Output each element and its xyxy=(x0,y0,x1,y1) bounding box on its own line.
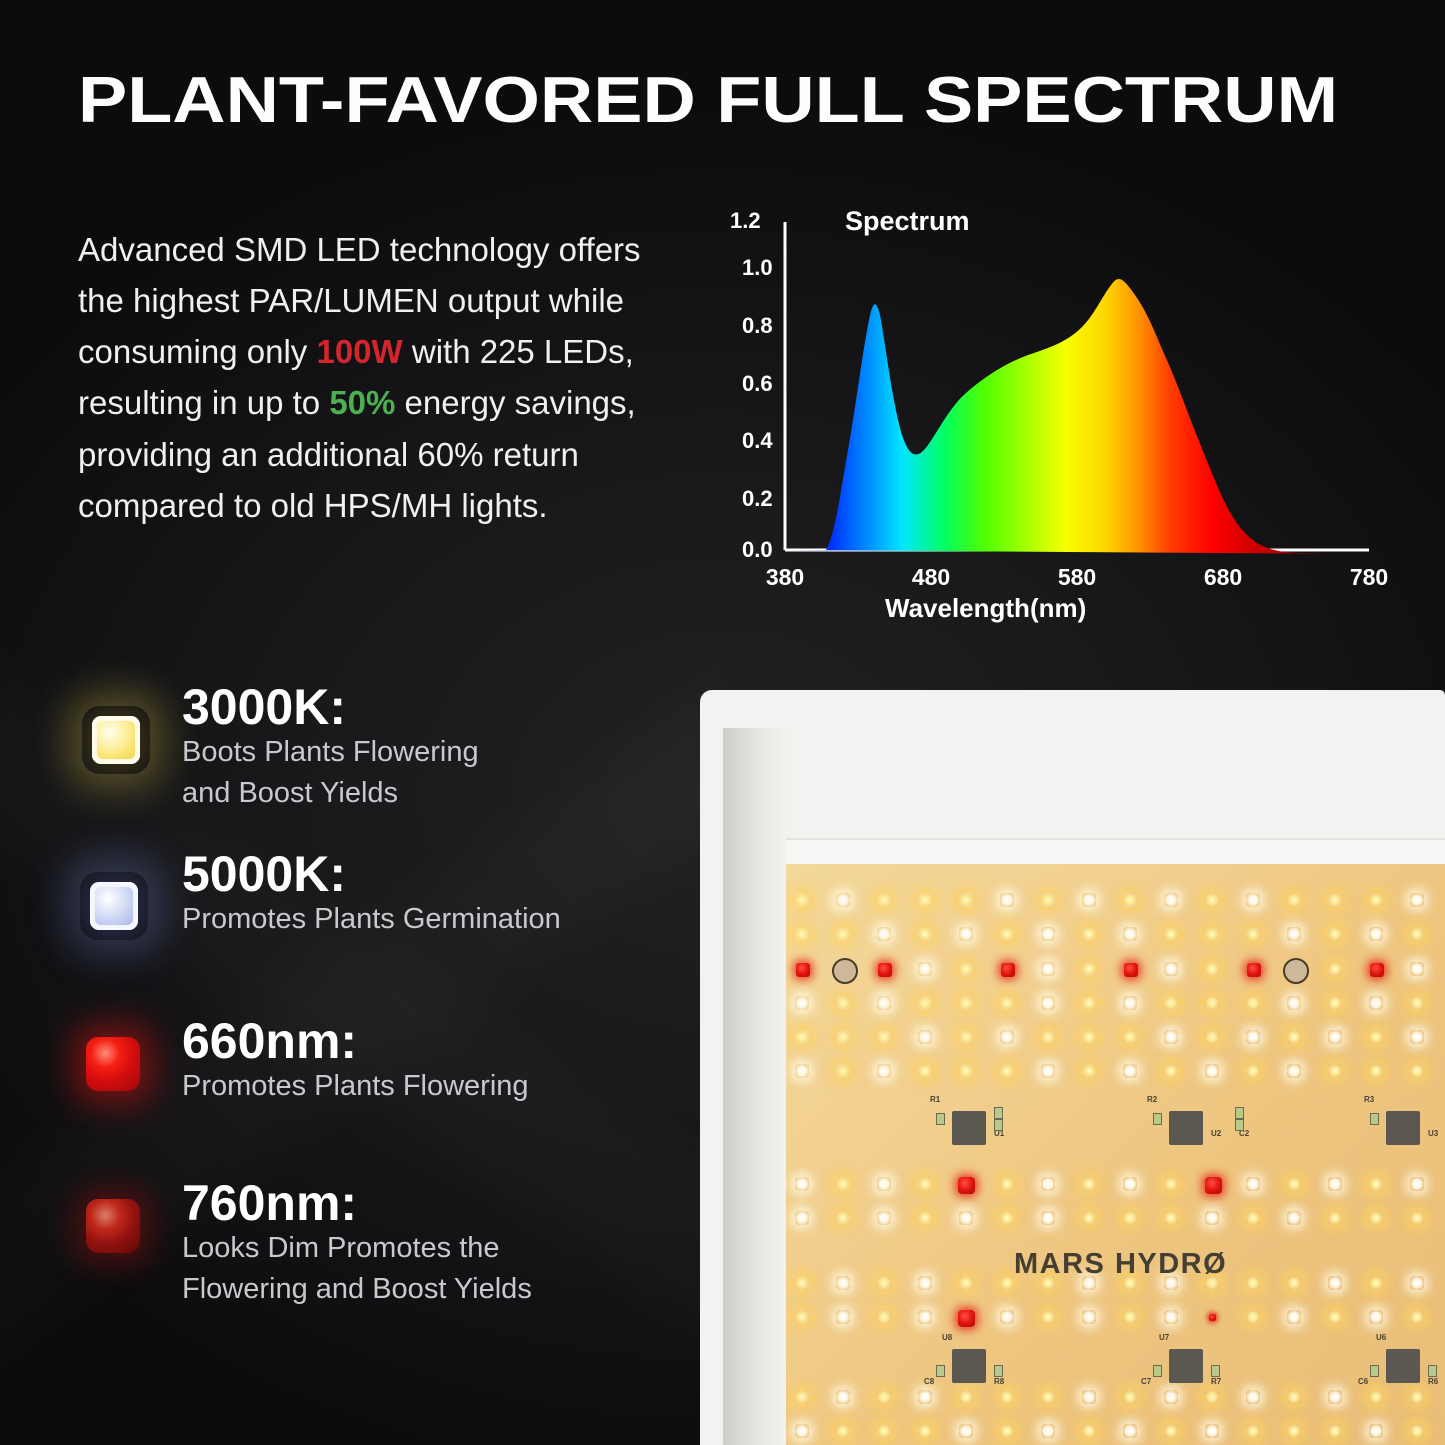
svg-text:0.0: 0.0 xyxy=(742,537,773,562)
svg-text:580: 580 xyxy=(1058,564,1096,590)
svg-text:Wavelength(nm): Wavelength(nm) xyxy=(885,593,1086,623)
svg-text:480: 480 xyxy=(912,564,950,590)
svg-text:0.6: 0.6 xyxy=(742,371,773,396)
svg-text:Spectrum: Spectrum xyxy=(845,206,970,236)
svg-text:1.0: 1.0 xyxy=(742,255,773,280)
svg-text:0.2: 0.2 xyxy=(742,486,773,511)
svg-text:380: 380 xyxy=(766,564,804,590)
svg-text:1.2: 1.2 xyxy=(730,208,761,233)
svg-text:0.8: 0.8 xyxy=(742,313,773,338)
svg-text:780: 780 xyxy=(1350,564,1388,590)
svg-text:0.4: 0.4 xyxy=(742,428,773,453)
svg-text:680: 680 xyxy=(1204,564,1242,590)
